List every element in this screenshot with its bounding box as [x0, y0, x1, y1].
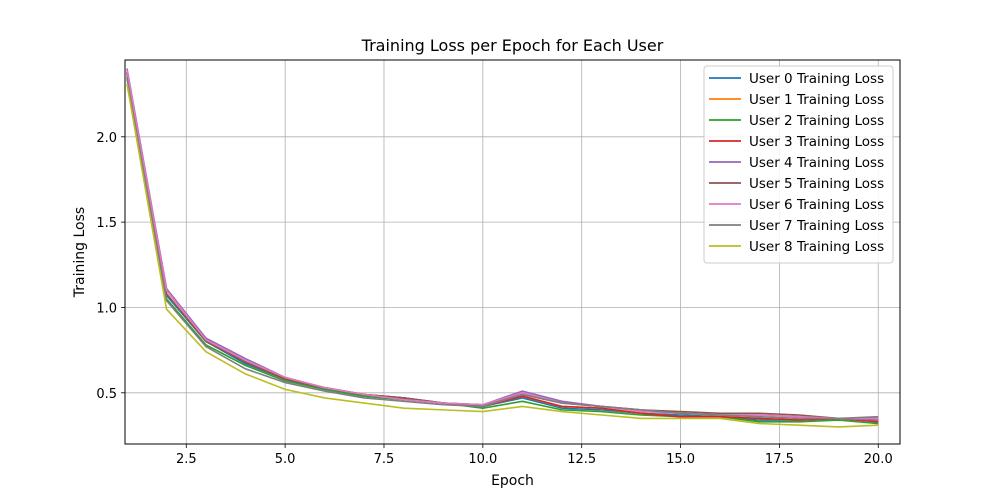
legend-label: User 1 Training Loss [749, 92, 884, 108]
legend-box [703, 65, 894, 264]
legend-label: User 2 Training Loss [749, 113, 884, 129]
series-line-user-7 [126, 78, 879, 420]
series-line-user-2 [126, 76, 879, 425]
x-tick-label: 5.0 [275, 452, 296, 467]
legend-label: User 5 Training Loss [749, 176, 884, 192]
legend-label: User 7 Training Loss [749, 218, 884, 234]
y-axis-label: Training Loss [72, 207, 88, 298]
series-lines [126, 68, 879, 428]
x-tick-label: 12.5 [567, 452, 596, 467]
y-tick-label: 1.5 [96, 216, 117, 231]
series-line-user-5 [126, 73, 879, 420]
plot-frame [124, 59, 901, 445]
x-axis-ticks: 2.5 5.0 7.5 10.0 12.5 15.0 17.5 20.0 [176, 444, 893, 467]
chart-title: Training Loss per Epoch for Each User [361, 36, 664, 55]
x-tick-label: 2.5 [176, 452, 197, 467]
series-line-user-0 [126, 73, 879, 423]
legend-label: User 4 Training Loss [749, 155, 884, 171]
legend-label: User 3 Training Loss [749, 134, 884, 150]
y-tick-label: 1.0 [96, 301, 117, 316]
series-line-user-8 [126, 83, 879, 428]
legend-label: User 8 Training Loss [749, 239, 884, 255]
series-line-user-6 [126, 70, 879, 420]
x-tick-label: 10.0 [468, 452, 497, 467]
legend-label: User 0 Training Loss [749, 71, 884, 87]
x-tick-label: 20.0 [864, 452, 893, 467]
legend-label: User 6 Training Loss [749, 197, 884, 213]
x-tick-label: 7.5 [374, 452, 395, 467]
x-tick-label: 17.5 [765, 452, 794, 467]
x-axis-label: Epoch [491, 473, 534, 489]
y-tick-label: 2.0 [96, 131, 117, 146]
x-tick-label: 15.0 [666, 452, 695, 467]
y-tick-label: 0.5 [96, 387, 117, 402]
legend: User 0 Training Loss User 1 Training Loss… [703, 65, 894, 264]
y-axis-ticks: 0.5 1.0 1.5 2.0 [96, 131, 125, 402]
